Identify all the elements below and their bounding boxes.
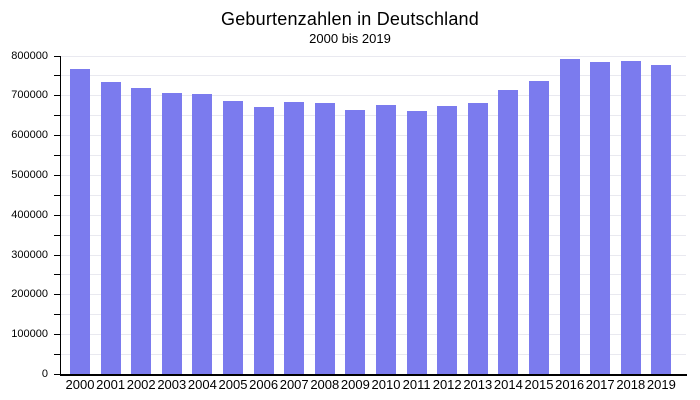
x-tick-label: 2001 (96, 377, 126, 392)
y-axis-tick (54, 115, 60, 117)
gridline (60, 354, 686, 356)
y-tick-label: 100000 (11, 328, 48, 341)
y-tick-label: 700000 (11, 89, 48, 102)
bar (314, 102, 335, 375)
bar (284, 101, 305, 375)
y-axis-tick (54, 274, 60, 276)
bar (529, 80, 549, 375)
y-axis-tick (54, 135, 60, 137)
gridline (60, 194, 686, 196)
y-axis-tick (54, 95, 60, 97)
x-tick-label: 2009 (340, 377, 370, 392)
bar (223, 101, 243, 375)
bar (376, 104, 396, 375)
gridline (60, 95, 686, 97)
chart-subtitle: 2000 bis 2019 (309, 31, 391, 46)
y-axis-tick (54, 254, 60, 256)
bar (253, 106, 274, 375)
gridline (60, 334, 686, 336)
x-tick-label: 2005 (218, 377, 248, 392)
y-tick-label: 200000 (11, 288, 48, 301)
gridline (60, 254, 686, 256)
bar (100, 82, 121, 375)
bar (620, 60, 641, 375)
y-axis-tick (54, 374, 60, 375)
y-tick-label: 500000 (11, 168, 48, 181)
x-tick-label: 2016 (555, 377, 585, 392)
x-tick-label: 2011 (402, 377, 431, 392)
bar (651, 64, 672, 375)
y-axis-line (60, 56, 61, 376)
y-axis-tick (54, 354, 60, 356)
x-tick-label: 2002 (126, 377, 156, 392)
y-axis-tick (54, 214, 60, 216)
chart-title: Geburtenzahlen in Deutschland (221, 9, 479, 29)
y-axis-tick (54, 334, 60, 336)
y-tick-label: 0 (41, 368, 48, 380)
y-axis-tick (54, 314, 60, 316)
bar (406, 110, 427, 375)
bar (559, 59, 580, 375)
gridline (60, 75, 686, 77)
x-tick-label: 2004 (187, 377, 217, 392)
x-tick-label: 2014 (493, 377, 523, 392)
y-axis-tick (54, 294, 60, 296)
gridline (60, 115, 686, 117)
x-tick-label: 2019 (646, 377, 676, 392)
bar (590, 62, 611, 375)
gridline (60, 135, 686, 137)
bar (437, 106, 458, 375)
y-axis-tick (54, 55, 60, 57)
y-tick-label: 400000 (11, 208, 48, 221)
x-tick-label: 2006 (249, 377, 279, 392)
x-tick-label: 2017 (585, 377, 615, 392)
bar (131, 88, 152, 375)
y-axis-tick (54, 155, 60, 157)
x-tick-label: 2007 (279, 377, 309, 392)
x-tick-label: 2018 (616, 377, 646, 392)
bar (161, 93, 182, 375)
bar (345, 109, 366, 375)
gridline (60, 155, 686, 157)
gridline (60, 234, 686, 236)
bar (192, 93, 213, 375)
x-axis-line (60, 374, 687, 376)
y-tick-label: 600000 (11, 129, 48, 142)
gridline (60, 314, 686, 316)
gridline (60, 214, 686, 216)
bar (70, 69, 90, 375)
y-axis-tick (54, 75, 60, 77)
x-tick-label: 2015 (524, 377, 554, 392)
y-axis-tick (54, 234, 60, 236)
gridline (60, 174, 686, 176)
bar (467, 102, 488, 375)
x-tick-label: 2013 (463, 377, 493, 392)
x-tick-label: 2008 (310, 377, 340, 392)
gridline (60, 55, 686, 57)
x-tick-label: 2003 (157, 377, 187, 392)
x-tick-label: 2010 (371, 377, 401, 392)
gridline (60, 294, 686, 296)
bar (498, 89, 519, 375)
x-tick-label: 2000 (65, 377, 95, 392)
gridline (60, 274, 686, 276)
x-tick-label: 2012 (432, 377, 462, 392)
y-tick-label: 800000 (11, 49, 48, 62)
y-axis-tick (54, 174, 60, 176)
y-axis-tick (54, 194, 60, 196)
y-tick-label: 300000 (11, 248, 48, 261)
